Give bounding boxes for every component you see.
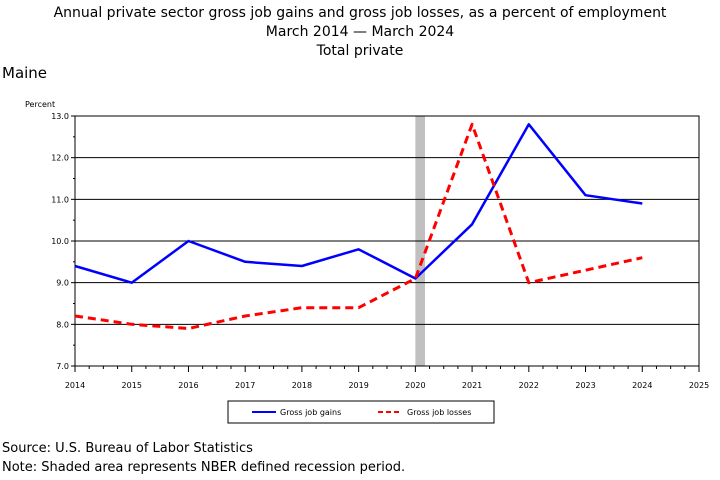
x-tick-label: 2023 — [575, 381, 595, 390]
source-note: Source: U.S. Bureau of Labor Statistics — [2, 441, 253, 456]
y-tick-label: 8.0 — [56, 320, 69, 329]
chart-title-block: Annual private sector gross job gains an… — [0, 4, 720, 61]
legend-box — [227, 400, 495, 424]
x-tick-label: 2022 — [519, 381, 539, 390]
axes — [71, 115, 700, 372]
region-label: Maine — [2, 64, 48, 82]
x-tick-labels: 2014 2015 2016 2017 2018 2019 2020 2021 2022 2023… — [65, 381, 709, 390]
legend: Gross job gains Gross job losses — [227, 400, 495, 424]
x-tick-label: 2018 — [292, 381, 312, 390]
x-tick-label: 2020 — [405, 381, 425, 390]
x-tick-label: 2017 — [235, 381, 255, 390]
series-line-gross-job-gains — [74, 123, 643, 284]
y-tick-label: 11.0 — [51, 195, 69, 204]
x-tick-label: 2021 — [462, 381, 482, 390]
x-tick-label: 2024 — [632, 381, 652, 390]
chart-subtitle: Total private — [316, 43, 404, 59]
y-axis-label: Percent — [25, 100, 55, 109]
chart-title: Annual private sector gross job gains an… — [53, 5, 667, 21]
recession-note: Note: Shaded area represents NBER define… — [2, 460, 406, 475]
chart-date-range: March 2014 — March 2024 — [265, 24, 455, 40]
y-tick-label: 12.0 — [51, 154, 69, 163]
x-tick-label: 2014 — [65, 381, 85, 390]
x-tick-label: 2016 — [178, 381, 198, 390]
legend-label-losses: Gross job losses — [407, 408, 471, 417]
x-tick-label: 2025 — [689, 381, 709, 390]
y-tick-labels: 7.0 8.0 9.0 10.0 11.0 12.0 13.0 — [51, 112, 69, 371]
x-tick-label: 2019 — [348, 381, 368, 390]
x-tick-label: 2015 — [122, 381, 142, 390]
y-tick-label: 10.0 — [51, 237, 69, 246]
y-tick-label: 9.0 — [56, 279, 69, 288]
y-tick-label: 7.0 — [56, 362, 69, 371]
series-lines — [74, 122, 643, 330]
legend-label-gains: Gross job gains — [280, 408, 341, 417]
series-line-gross-job-losses — [74, 122, 643, 330]
y-tick-label: 13.0 — [51, 112, 69, 121]
